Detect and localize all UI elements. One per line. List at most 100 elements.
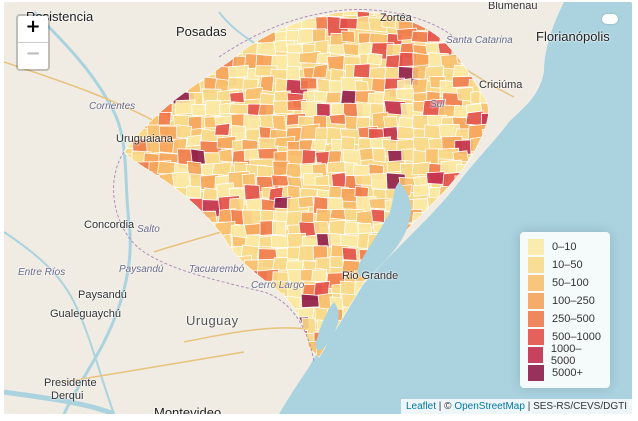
legend-label: 100–250 — [552, 295, 595, 307]
municipality-polygon[interactable] — [313, 220, 330, 236]
municipality-polygon[interactable] — [285, 162, 302, 179]
place-uruguay: Uruguay — [186, 313, 239, 328]
place-criciuma: Criciúma — [479, 79, 523, 91]
municipality-polygon[interactable] — [381, 15, 397, 29]
municipality-polygon[interactable] — [218, 148, 234, 163]
municipality-polygon[interactable] — [229, 91, 245, 104]
map-container[interactable]: Resistencia Posadas Zortéa Blumenau Sant… — [4, 2, 632, 414]
municipality-polygon[interactable] — [286, 52, 302, 71]
place-paysandu-city: Paysandú — [78, 289, 127, 301]
municipality-polygon[interactable] — [465, 110, 484, 127]
municipality-polygon[interactable] — [341, 247, 358, 261]
place-montevideo: Montevideo — [154, 405, 222, 414]
place-salto: Salto — [137, 224, 160, 235]
municipality-polygon[interactable] — [186, 185, 201, 199]
municipality-polygon[interactable] — [298, 51, 321, 65]
municipality-polygon[interactable] — [341, 30, 356, 43]
place-cerro-largo: Cerro Largo — [251, 280, 305, 291]
municipality-polygon[interactable] — [185, 134, 202, 147]
municipality-polygon[interactable] — [273, 39, 289, 53]
zoom-control: + − — [16, 14, 50, 71]
border-uruguay — [113, 151, 315, 363]
municipality-polygon[interactable] — [480, 112, 496, 127]
caption-strip — [0, 414, 638, 421]
municipality-polygon[interactable] — [327, 161, 346, 174]
municipality-polygon[interactable] — [329, 219, 347, 236]
legend-label: 250–500 — [552, 313, 595, 325]
legend-swatch — [528, 329, 544, 345]
municipality-polygon[interactable] — [353, 63, 371, 79]
legend-label: 5000+ — [552, 367, 583, 379]
place-paysandu-dept: Paysandú — [119, 264, 164, 275]
zoom-out-button[interactable]: − — [18, 42, 48, 69]
legend-label: 0–10 — [552, 241, 577, 253]
municipality-polygon[interactable] — [311, 269, 328, 283]
municipality-polygon[interactable] — [370, 173, 389, 191]
municipality-polygon[interactable] — [259, 75, 275, 93]
place-rio-grande: Rio Grande — [342, 270, 399, 282]
municipality-polygon[interactable] — [328, 113, 347, 125]
municipality-polygon[interactable] — [299, 77, 318, 90]
municipality-polygon[interactable] — [354, 185, 369, 199]
municipality-polygon[interactable] — [312, 63, 329, 79]
legend-rows: 0–10 10–50 50–100 100–250 250–500 500–1000 100… — [528, 238, 602, 382]
place-sul: Sul — [430, 99, 445, 110]
municipality-polygon[interactable] — [372, 148, 386, 163]
roads — [4, 41, 515, 383]
legend: 0–10 10–50 50–100 100–250 250–500 500–1000 100… — [520, 232, 610, 388]
municipality-polygon[interactable] — [191, 103, 206, 117]
legend-swatch — [528, 275, 544, 291]
municipality-polygon[interactable] — [271, 220, 287, 236]
municipality-polygon[interactable] — [296, 28, 315, 44]
layer-toggle[interactable] — [602, 14, 618, 24]
municipality-polygon[interactable] — [298, 245, 316, 263]
legend-label: 500–1000 — [552, 331, 601, 343]
municipality-polygon[interactable] — [425, 148, 439, 165]
place-blumenau: Blumenau — [488, 2, 538, 12]
place-zortea: Zortéa — [380, 12, 412, 24]
municipality-polygon[interactable] — [244, 86, 263, 101]
attribution-source: | SES-RS/CEVS/DGTI — [524, 401, 627, 412]
place-derqui: Derqui — [51, 390, 84, 402]
place-uruguaiana: Uruguaiana — [116, 133, 173, 145]
legend-row: 0–10 — [528, 238, 602, 256]
legend-swatch — [528, 311, 544, 327]
municipality-polygon[interactable] — [297, 195, 315, 209]
municipality-polygon[interactable] — [214, 122, 231, 136]
municipality-polygon[interactable] — [339, 17, 359, 30]
municipality-polygon[interactable] — [358, 147, 374, 161]
municipality-polygon[interactable] — [300, 293, 320, 309]
municipality-polygon[interactable] — [368, 67, 388, 80]
municipality-polygon[interactable] — [410, 78, 429, 95]
place-tacuarembo: Tacuarembó — [189, 264, 245, 275]
municipality-polygon[interactable] — [260, 198, 277, 213]
municipality-polygon[interactable] — [310, 139, 327, 152]
place-gualeguaychu: Gualeguaychú — [50, 308, 121, 320]
legend-swatch — [528, 257, 544, 273]
uruguay-river — [32, 10, 132, 414]
municipality-polygon[interactable] — [314, 174, 330, 186]
municipality-polygon[interactable] — [395, 88, 415, 101]
municipality-polygon[interactable] — [412, 184, 430, 197]
osm-link[interactable]: OpenStreetMap — [454, 401, 525, 412]
municipality-polygon[interactable] — [325, 91, 342, 104]
leaflet-link[interactable]: Leaflet — [405, 401, 437, 412]
legend-row: 10–50 — [528, 256, 602, 274]
lagoa-mirim — [315, 302, 339, 351]
municipality-polygon[interactable] — [366, 52, 383, 66]
municipality-polygon[interactable] — [370, 208, 387, 224]
municipality-polygon[interactable] — [176, 124, 193, 139]
legend-swatch — [528, 347, 543, 363]
municipality-polygon[interactable] — [396, 125, 416, 140]
municipality-polygon[interactable] — [205, 99, 221, 117]
legend-swatch — [528, 239, 544, 255]
municipality-polygon[interactable] — [329, 256, 344, 269]
legend-row: 500–1000 — [528, 328, 602, 346]
basemap[interactable] — [4, 2, 632, 414]
municipality-polygon[interactable] — [354, 174, 373, 186]
legend-row: 250–500 — [528, 310, 602, 328]
municipality-polygon[interactable] — [270, 234, 289, 249]
zoom-in-button[interactable]: + — [25, 16, 41, 37]
municipality-polygon[interactable] — [227, 64, 250, 78]
municipality-polygon[interactable] — [272, 256, 289, 271]
